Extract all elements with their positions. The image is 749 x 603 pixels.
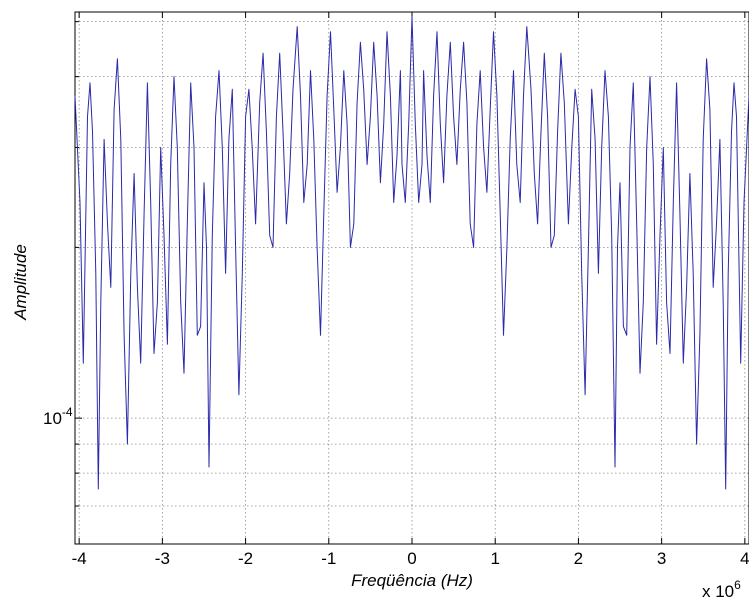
y-tick-power: -4 [62,405,73,419]
x-tick-label: 0 [407,549,416,568]
x-tick-label: 1 [490,549,499,568]
grid-lines [75,12,749,545]
x-tick-label: 4 [740,549,749,568]
y-tick-labels: 10-4 [43,405,73,428]
x-exponent-base: x 10 [702,582,734,601]
y-axis-label: Amplitude [11,244,30,321]
x-tick-label: -4 [72,549,87,568]
x-tick-label: -2 [238,549,253,568]
x-tick-label: -3 [155,549,170,568]
x-tick-label: -1 [321,549,336,568]
x-tick-label: 2 [574,549,583,568]
axis-ticks [75,12,746,545]
series-layer [74,16,749,490]
y-tick-base: 10 [43,409,62,428]
x-tick-label: 3 [657,549,666,568]
y-tick-label: 10-4 [43,405,73,428]
x-exponent-label: x 106 [702,578,741,601]
x-axis-label: Freqüência (Hz) [351,571,473,590]
x-tick-labels: -4 -3 -2 -1 0 1 2 3 4 [72,549,749,568]
series-line [74,16,749,490]
x-exponent-power: 6 [734,578,741,592]
